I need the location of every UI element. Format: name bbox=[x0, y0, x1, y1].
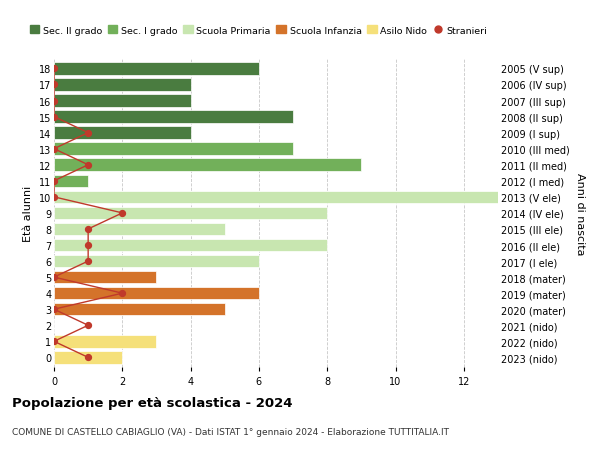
Point bbox=[49, 66, 59, 73]
Point bbox=[49, 98, 59, 105]
Point bbox=[49, 146, 59, 153]
Bar bbox=[54, 191, 498, 204]
Point bbox=[83, 242, 93, 249]
Point bbox=[118, 210, 127, 217]
Point bbox=[49, 306, 59, 313]
Bar bbox=[54, 95, 191, 107]
Bar bbox=[54, 287, 259, 300]
Bar bbox=[54, 143, 293, 156]
Bar bbox=[54, 255, 259, 268]
Bar bbox=[54, 351, 122, 364]
Y-axis label: Anni di nascita: Anni di nascita bbox=[575, 172, 585, 255]
Legend: Sec. II grado, Sec. I grado, Scuola Primaria, Scuola Infanzia, Asilo Nido, Stran: Sec. II grado, Sec. I grado, Scuola Prim… bbox=[28, 24, 489, 37]
Bar bbox=[54, 63, 259, 76]
Bar bbox=[54, 79, 191, 91]
Point bbox=[49, 274, 59, 281]
Point bbox=[49, 338, 59, 345]
Point bbox=[83, 130, 93, 137]
Y-axis label: Età alunni: Età alunni bbox=[23, 185, 33, 241]
Bar bbox=[54, 127, 191, 140]
Bar bbox=[54, 223, 225, 236]
Bar bbox=[54, 239, 327, 252]
Point bbox=[49, 178, 59, 185]
Bar bbox=[54, 159, 361, 172]
Text: COMUNE DI CASTELLO CABIAGLIO (VA) - Dati ISTAT 1° gennaio 2024 - Elaborazione TU: COMUNE DI CASTELLO CABIAGLIO (VA) - Dati… bbox=[12, 427, 449, 436]
Point bbox=[49, 194, 59, 201]
Point bbox=[83, 354, 93, 361]
Bar bbox=[54, 111, 293, 123]
Point bbox=[49, 82, 59, 89]
Point bbox=[83, 258, 93, 265]
Point bbox=[83, 162, 93, 169]
Point bbox=[83, 226, 93, 233]
Bar bbox=[54, 271, 157, 284]
Bar bbox=[54, 336, 157, 348]
Bar bbox=[54, 303, 225, 316]
Point bbox=[118, 290, 127, 297]
Bar bbox=[54, 207, 327, 220]
Point bbox=[83, 322, 93, 329]
Bar bbox=[54, 175, 88, 188]
Point bbox=[49, 114, 59, 121]
Text: Popolazione per età scolastica - 2024: Popolazione per età scolastica - 2024 bbox=[12, 396, 293, 409]
